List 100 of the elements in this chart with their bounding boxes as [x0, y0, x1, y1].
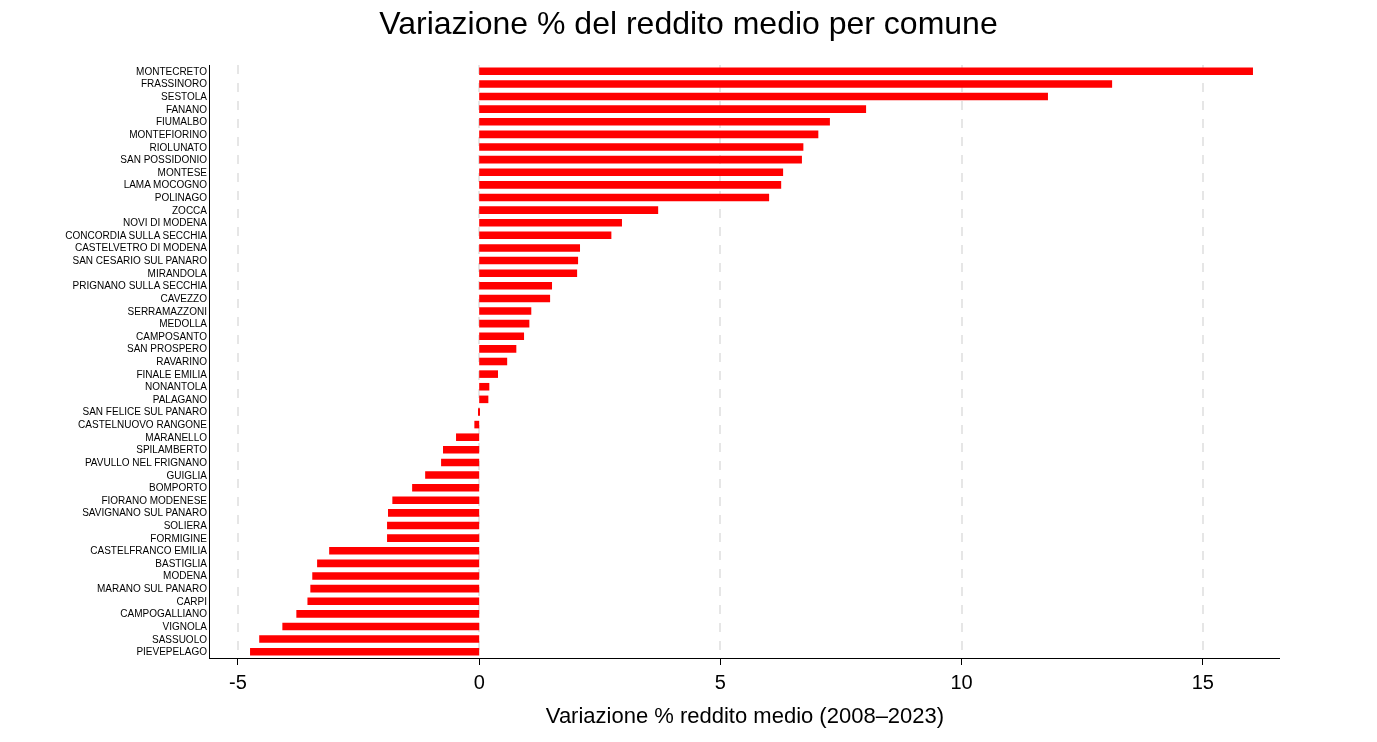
y-tick-label: BOMPORTO: [149, 482, 208, 494]
y-tick-label: RIOLUNATO: [149, 141, 208, 153]
bar: [479, 117, 830, 126]
y-tick-label: MARANO SUL PANARO: [96, 583, 208, 595]
bar: [310, 584, 480, 593]
bar: [479, 382, 490, 391]
y-tick-label: FIUMALBO: [155, 116, 208, 128]
y-tick-label: GUIGLIA: [166, 469, 208, 481]
y-tick-label: SAVIGNANO SUL PANARO: [82, 507, 208, 519]
bar: [388, 509, 480, 517]
bar: [479, 67, 1253, 76]
y-tick-label: POLINAGO: [154, 191, 208, 203]
bar: [307, 597, 480, 606]
bar: [479, 332, 525, 341]
bar: [392, 496, 480, 505]
y-tick-label: FINALE EMILIA: [136, 368, 208, 380]
bar: [479, 218, 622, 227]
bar: [479, 168, 784, 177]
bar: [479, 294, 551, 303]
bar: [296, 610, 480, 618]
y-tick-label: FORMIGINE: [150, 532, 208, 544]
x-tick-label: 5: [714, 671, 726, 693]
y-tick-label: NONANTOLA: [144, 381, 208, 393]
bar: [250, 647, 480, 656]
bar: [479, 105, 867, 113]
y-tick-label: MEDOLLA: [159, 318, 208, 330]
bar: [282, 622, 480, 631]
bar: [329, 546, 480, 555]
y-tick-label: FIORANO MODENESE: [101, 494, 208, 506]
y-tick-label: SASSUOLO: [151, 633, 208, 645]
bar: [387, 534, 480, 542]
y-tick-label: MONTECRETO: [136, 65, 208, 77]
x-tick-label: -5: [229, 671, 247, 693]
y-tick-label: VIGNOLA: [162, 620, 208, 632]
bar: [479, 130, 819, 139]
y-tick-label: SAN POSSIDONIO: [120, 154, 208, 166]
y-tick-label: FRASSINORO: [140, 78, 208, 90]
y-tick-label: PAVULLO NEL FRIGNANO: [84, 456, 208, 468]
y-tick-label: MIRANDOLA: [147, 267, 208, 279]
y-tick-label: SOLIERA: [163, 520, 208, 532]
bar: [425, 471, 480, 479]
bar: [479, 282, 553, 290]
y-tick-label: SESTOLA: [161, 91, 208, 103]
bar: [412, 483, 480, 492]
y-tick-label: PRIGNANO SULLA SECCHIA: [72, 280, 208, 292]
bar: [479, 269, 578, 277]
bar: [259, 635, 480, 643]
x-tick-label: 15: [1191, 671, 1214, 693]
y-tick-label: MONTESE: [157, 166, 208, 178]
y-tick-label: MONTEFIORINO: [129, 128, 208, 140]
y-tick-label: LAMA MOCOGNO: [123, 179, 208, 191]
bar: [479, 231, 612, 240]
y-tick-label: BASTIGLIA: [155, 557, 208, 569]
bar: [479, 319, 530, 328]
bar: [479, 357, 508, 366]
y-tick-label: MARANELLO: [145, 431, 208, 443]
bar: [387, 521, 480, 530]
bar: [479, 143, 804, 151]
y-tick-label: CASTELFRANCO EMILIA: [90, 545, 208, 557]
bar: [479, 256, 579, 265]
bar: [479, 244, 581, 252]
y-tick-label: PIEVEPELAGO: [136, 646, 208, 658]
bar: [479, 193, 770, 202]
x-axis-title: Variazione % reddito medio (2008–2023): [545, 702, 945, 728]
y-tick-label: CARPI: [176, 595, 207, 607]
y-tick-label: CONCORDIA SULLA SECCHIA: [65, 229, 208, 241]
bar: [479, 307, 532, 315]
y-tick-label: MODENA: [163, 570, 208, 582]
y-tick-label: CAMPOGALLIANO: [120, 608, 208, 620]
y-tick-label: PALAGANO: [152, 393, 208, 405]
bar: [479, 206, 659, 214]
y-tick-label: SAN CESARIO SUL PANARO: [72, 255, 208, 267]
bar: [443, 446, 480, 454]
bar: [479, 155, 802, 164]
y-tick-label: CAVEZZO: [160, 292, 208, 304]
bar: [456, 433, 480, 441]
bar: [479, 345, 517, 353]
y-tick-label: FANANO: [165, 103, 208, 115]
x-tick-label: 0: [473, 671, 485, 693]
bar: [479, 80, 1113, 88]
y-tick-label: SERRAMAZZONI: [127, 305, 207, 317]
bar: [317, 559, 480, 568]
y-tick-label: CAMPOSANTO: [136, 330, 208, 342]
bar: [479, 181, 782, 189]
bar: [441, 458, 480, 467]
y-tick-label: SAN PROSPERO: [126, 343, 208, 355]
y-tick-label: RAVARINO: [156, 356, 208, 367]
x-tick-label: 10: [950, 671, 973, 693]
y-tick-label: CASTELNUOVO RANGONE: [78, 419, 208, 431]
y-tick-label: NOVI DI MODENA: [123, 217, 208, 229]
bar: [479, 92, 1048, 101]
bar: [312, 572, 480, 580]
bar: [479, 395, 489, 404]
bar: [479, 370, 498, 378]
y-tick-label: SAN FELICE SUL PANARO: [82, 406, 208, 418]
chart-title: Variazione % del reddito medio per comune: [379, 4, 998, 41]
y-tick-label: ZOCCA: [172, 204, 208, 216]
y-tick-label: CASTELVETRO DI MODENA: [74, 242, 208, 254]
bar: [474, 420, 480, 429]
y-tick-label: SPILAMBERTO: [136, 444, 208, 456]
